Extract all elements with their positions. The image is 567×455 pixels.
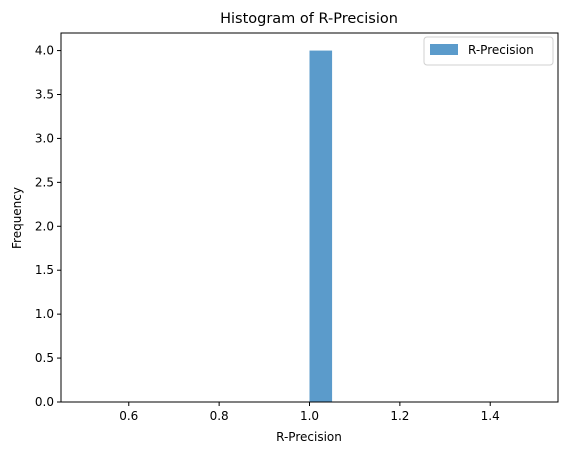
- legend-swatch: [430, 44, 458, 55]
- x-tick-label: 1.2: [390, 409, 409, 423]
- y-axis-label: Frequency: [10, 187, 24, 249]
- y-tick-label: 1.5: [35, 263, 54, 277]
- x-tick-label: 0.6: [119, 409, 138, 423]
- chart-title: Histogram of R-Precision: [220, 11, 398, 27]
- y-axis-ticks: 0.0 0.5 1.0 1.5 2.0 2.5 3.0 3.5 4.0: [35, 44, 61, 409]
- x-tick-label: 0.8: [210, 409, 229, 423]
- x-tick-label: 1.4: [481, 409, 500, 423]
- y-tick-label: 4.0: [35, 44, 54, 58]
- x-axis-ticks: 0.6 0.8 1.0 1.2 1.4: [119, 402, 500, 423]
- x-tick-label: 1.0: [300, 409, 319, 423]
- histogram-bar-0: [309, 50, 333, 402]
- y-tick-label: 3.0: [35, 131, 54, 145]
- y-tick-label: 2.0: [35, 219, 54, 233]
- legend-label: R-Precision: [468, 43, 534, 57]
- y-tick-label: 0.5: [35, 351, 54, 365]
- y-tick-label: 3.5: [35, 88, 54, 102]
- y-tick-label: 0.0: [35, 395, 54, 409]
- bars-group: [309, 50, 333, 402]
- y-tick-label: 2.5: [35, 175, 54, 189]
- x-axis-label: R-Precision: [276, 430, 342, 444]
- y-tick-label: 1.0: [35, 307, 54, 321]
- legend: R-Precision: [423, 36, 554, 66]
